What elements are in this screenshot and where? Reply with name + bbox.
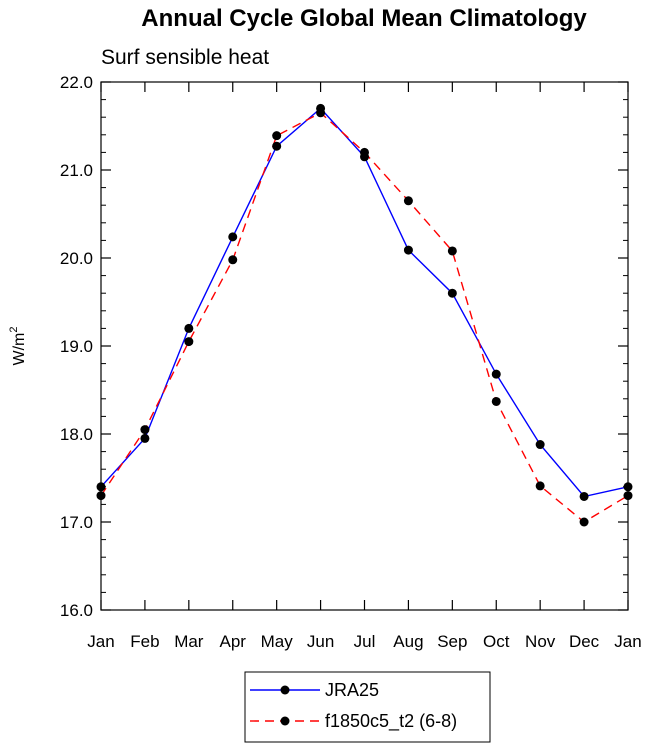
series-layer — [96, 103, 633, 527]
series-line-1 — [100, 111, 629, 523]
data-point-series-1 — [579, 517, 589, 527]
x-tick-label: Feb — [130, 632, 159, 651]
data-point-series-0 — [272, 141, 282, 151]
legend-marker-f1850c5 — [280, 716, 290, 726]
x-tick-label: Jul — [354, 632, 376, 651]
x-tick-label: Jan — [614, 632, 641, 651]
y-tick-label: 20.0 — [60, 249, 93, 268]
legend: JRA25 f1850c5_t2 (6-8) — [244, 671, 491, 743]
data-point-series-1 — [623, 491, 633, 501]
x-tick-label: Jun — [307, 632, 334, 651]
x-tick-label: Aug — [393, 632, 423, 651]
x-tick-label: Mar — [174, 632, 204, 651]
data-point-series-1 — [184, 337, 194, 347]
y-axis-label: W/m2 — [8, 327, 28, 366]
data-point-series-1 — [272, 131, 282, 141]
data-point-series-0 — [228, 232, 238, 242]
y-tick-label: 16.0 — [60, 601, 93, 620]
series-line-0 — [100, 107, 629, 498]
data-point-series-1 — [447, 246, 457, 256]
x-tick-label: Dec — [569, 632, 600, 651]
y-tick-label: 17.0 — [60, 513, 93, 532]
legend-marker-jra25 — [280, 685, 290, 695]
y-tick-label: 19.0 — [60, 337, 93, 356]
data-point-series-0 — [491, 369, 501, 379]
legend-label-f1850c5: f1850c5_t2 (6-8) — [325, 711, 457, 732]
data-point-series-0 — [140, 433, 150, 443]
chart-title: Annual Cycle Global Mean Climatology — [141, 5, 587, 32]
data-point-series-1 — [491, 396, 501, 406]
y-tick-label: 21.0 — [60, 161, 93, 180]
y-tick-label: 22.0 — [60, 73, 93, 92]
data-point-series-0 — [579, 491, 589, 501]
data-point-series-1 — [228, 255, 238, 265]
y-axis-label-superscript: 2 — [8, 327, 20, 333]
x-tick-label: Apr — [220, 632, 247, 651]
data-point-series-0 — [184, 323, 194, 333]
data-point-series-0 — [447, 288, 457, 298]
data-point-series-1 — [360, 147, 369, 157]
data-point-series-0 — [96, 482, 106, 492]
data-point-series-1 — [96, 491, 106, 501]
data-point-series-0 — [623, 482, 633, 492]
x-tick-label: Sep — [437, 632, 467, 651]
y-tick-label: 18.0 — [60, 425, 93, 444]
x-tick-label: May — [261, 632, 294, 651]
data-point-series-0 — [403, 245, 413, 255]
legend-box — [244, 671, 491, 743]
data-point-series-0 — [535, 440, 545, 450]
data-point-series-1 — [316, 108, 326, 118]
legend-label-jra25: JRA25 — [325, 680, 379, 700]
y-axis-label-base: W/m — [11, 333, 28, 366]
y-axis: 16.0 17.0 18.0 19.0 20.0 21.0 22.0 — [60, 73, 628, 620]
x-tick-label: Oct — [483, 632, 510, 651]
data-point-series-1 — [535, 481, 545, 491]
x-axis: Jan Feb Mar Apr May Jun Jul Aug Sep Oct Nov Dec Jan — [87, 82, 642, 651]
x-tick-label: Jan — [87, 632, 114, 651]
data-point-series-1 — [140, 425, 150, 435]
x-tick-label: Nov — [525, 632, 556, 651]
chart-subtitle: Surf sensible heat — [101, 46, 269, 69]
data-point-series-1 — [403, 196, 413, 206]
